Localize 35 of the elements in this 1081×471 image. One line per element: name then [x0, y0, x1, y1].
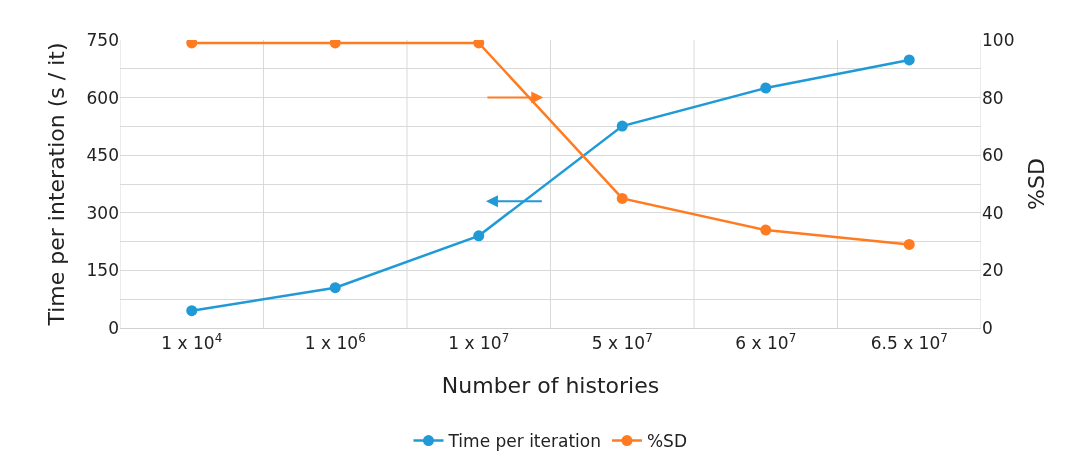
point [329, 40, 341, 49]
y-tick-label: 300 [86, 202, 119, 223]
point [186, 40, 198, 49]
y2-axis-title: %SD [1024, 158, 1050, 210]
x-tick-label: 6.5 x 10$^{7}$ [870, 331, 948, 354]
y-tick-label: 0 [108, 317, 119, 338]
y2-tick-label: 80 [982, 87, 1004, 108]
point [329, 282, 341, 294]
x-tick-label: 1 x 10$^{4}$ [161, 331, 223, 354]
y-axis-title: Time per interation (s / it) [44, 42, 70, 327]
x-tick-label: 1 x 10$^{6}$ [304, 331, 366, 354]
y-tick-label: 600 [86, 87, 119, 108]
y-tick-label: 150 [86, 260, 119, 281]
x-tick-label: 6 x 10$^{7}$ [735, 331, 797, 354]
point [903, 54, 915, 66]
y2-tick-label: 20 [982, 260, 1004, 281]
point [186, 305, 198, 317]
x-axis-title: Number of histories [441, 373, 660, 399]
y-tick-label: 450 [86, 145, 119, 166]
y2-tick-label: 60 [982, 145, 1004, 166]
point [903, 238, 915, 250]
y2-tick-label: 40 [982, 202, 1004, 223]
point [616, 120, 628, 132]
x-tick-label: 5 x 10$^{7}$ [591, 331, 653, 354]
y-tick-label: 750 [86, 29, 119, 50]
point [760, 82, 772, 94]
legend-label: %SD [646, 431, 688, 452]
y2-tick-label: 100 [982, 29, 1015, 50]
x-tick-label: 1 x 10$^{7}$ [448, 331, 510, 354]
point [616, 192, 628, 204]
point [473, 230, 485, 242]
legend-label: Time per iteration [447, 431, 601, 452]
point [473, 40, 485, 49]
point [760, 224, 772, 236]
y2-tick-label: 0 [982, 317, 993, 338]
